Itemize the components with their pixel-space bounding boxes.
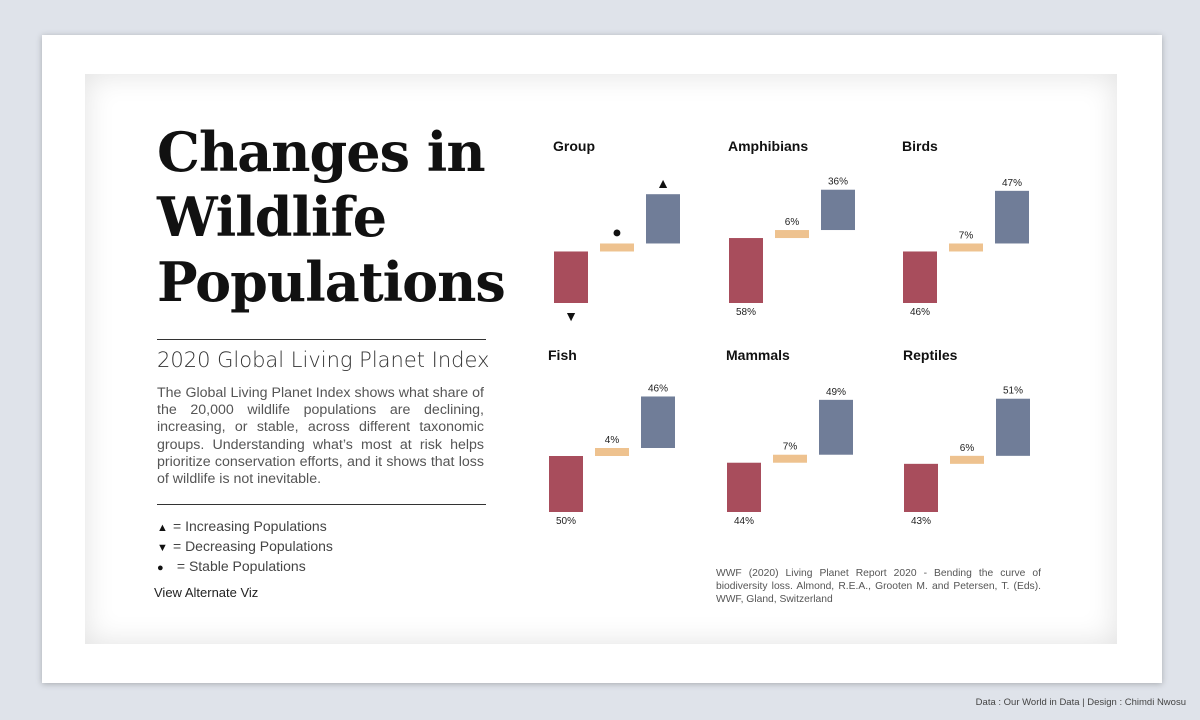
page-title: Changes in Wildlife Populations xyxy=(157,120,506,315)
bar-increasing xyxy=(641,396,675,448)
circle-icon: ● xyxy=(612,224,622,241)
legend-item: ▼ = Decreasing Populations xyxy=(157,537,333,557)
bar-increasing xyxy=(995,190,1029,244)
bar-stable xyxy=(600,243,634,252)
bar-decreasing xyxy=(549,456,583,512)
bar-decreasing xyxy=(727,462,761,512)
chart-panel: Fish 50% 4% 46% xyxy=(548,347,675,527)
legend-label: = Stable Populations xyxy=(173,558,306,574)
bar-stable xyxy=(949,243,983,252)
bar-decreasing xyxy=(903,251,937,303)
data-label: 46% xyxy=(910,307,930,318)
data-label: 49% xyxy=(826,387,846,398)
data-label: 50% xyxy=(556,516,576,527)
source-citation: WWF (2020) Living Planet Report 2020 - B… xyxy=(716,568,1041,605)
divider xyxy=(157,504,486,505)
data-label: 47% xyxy=(1002,178,1022,189)
title-line: Populations xyxy=(157,250,506,314)
data-label: 58% xyxy=(736,307,756,318)
bar-increasing xyxy=(646,194,680,244)
data-label: 43% xyxy=(911,516,931,527)
data-label: 36% xyxy=(828,177,848,188)
panel-title: Fish xyxy=(548,347,577,363)
circle-icon: ● xyxy=(157,562,164,574)
data-label: 44% xyxy=(734,516,754,527)
bar-increasing xyxy=(996,398,1030,456)
data-label: 46% xyxy=(648,383,668,394)
legend-label: = Decreasing Populations xyxy=(173,538,333,554)
view-alternate-viz-link[interactable]: View Alternate Viz xyxy=(154,585,259,600)
panel-title: Mammals xyxy=(726,347,790,363)
data-label: 7% xyxy=(959,230,974,241)
bar-increasing xyxy=(821,189,855,231)
subtitle: 2020 Global Living Planet Index xyxy=(157,348,490,372)
bar-decreasing xyxy=(904,463,938,512)
triangle-down-icon: ▼ xyxy=(157,542,168,554)
bar-stable xyxy=(950,455,984,464)
chart-panel: Amphibians 58% 6% 36% xyxy=(728,138,855,318)
data-label: 7% xyxy=(783,442,798,453)
triangle-up-icon: ▲ xyxy=(656,175,670,191)
data-label: 6% xyxy=(785,217,800,228)
bar-stable xyxy=(775,230,809,239)
title-line: Wildlife xyxy=(157,185,387,249)
data-label: 51% xyxy=(1003,386,1023,397)
triangle-down-icon: ▼ xyxy=(564,308,578,324)
panel-title: Reptiles xyxy=(903,347,958,363)
legend-item: ▲ = Increasing Populations xyxy=(157,517,333,537)
chart-key-panel: Group ▼ ● ▲ xyxy=(553,138,680,324)
title-line: Changes in xyxy=(157,120,486,184)
bar-stable xyxy=(595,448,629,456)
panel-title: Birds xyxy=(902,138,938,154)
bar-decreasing xyxy=(554,251,588,303)
bar-stable xyxy=(773,454,807,463)
legend-item: ● = Stable Populations xyxy=(157,557,333,577)
credit-line: Data : Our World in Data | Design : Chim… xyxy=(975,697,1186,708)
data-label: 6% xyxy=(960,443,975,454)
panel-title: Amphibians xyxy=(728,138,808,154)
bar-increasing xyxy=(819,399,853,455)
panel-title: Group xyxy=(553,138,595,154)
chart-panel: Reptiles 43% 6% 51% xyxy=(903,347,1030,527)
legend-label: = Increasing Populations xyxy=(173,518,327,534)
data-label: 4% xyxy=(605,435,620,446)
chart-panel: Birds 46% 7% 47% xyxy=(902,138,1029,318)
bar-decreasing xyxy=(729,238,763,303)
divider xyxy=(157,339,486,340)
viz-panel xyxy=(85,74,1117,644)
chart-panel: Mammals 44% 7% 49% xyxy=(726,347,853,527)
triangle-up-icon: ▲ xyxy=(157,522,168,534)
description: The Global Living Planet Index shows wha… xyxy=(157,385,484,488)
legend: ▲ = Increasing Populations ▼ = Decreasing … xyxy=(157,517,333,577)
